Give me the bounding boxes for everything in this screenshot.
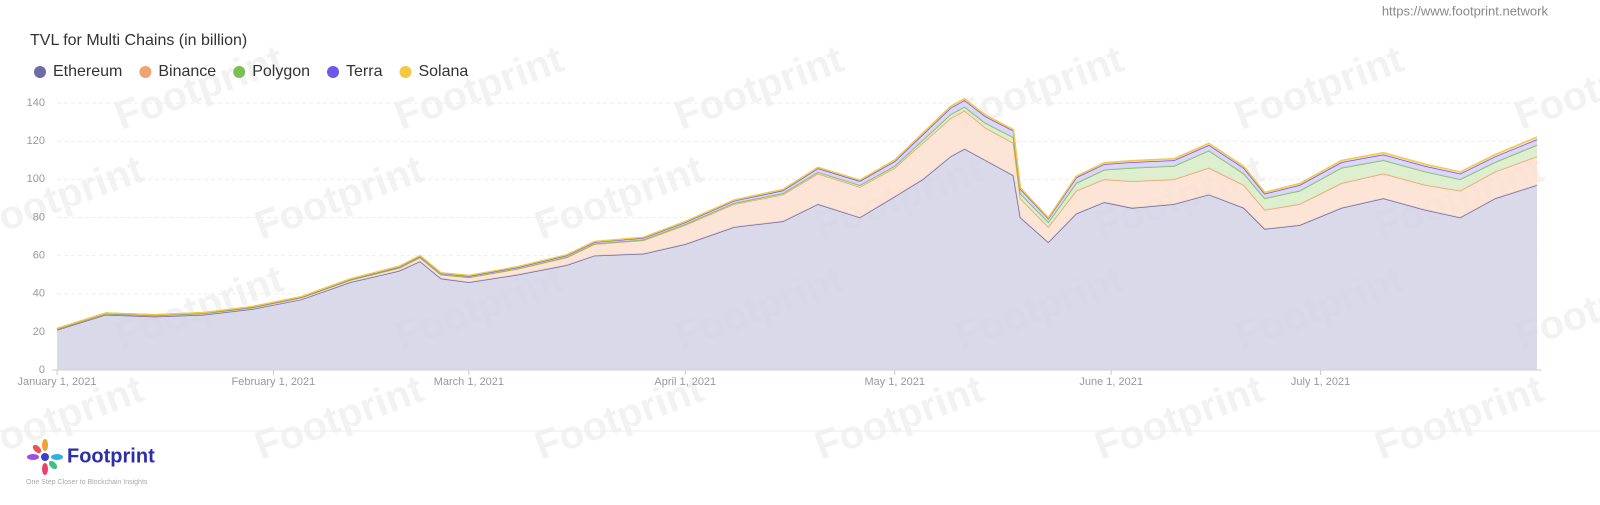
- legend-label: Binance: [158, 63, 216, 80]
- logo-icon: [27, 439, 63, 475]
- legend-label: Solana: [418, 63, 468, 80]
- footer-tagline: One Step Closer to Blockchain Insights: [26, 479, 148, 486]
- area-line: [56, 105, 1538, 330]
- legend-label: Terra: [346, 63, 383, 80]
- watermark: Footprint: [1509, 37, 1600, 138]
- x-tick-label: January 1, 2021: [18, 376, 97, 388]
- watermark: Footprint: [109, 37, 289, 138]
- watermark: Footprint: [389, 37, 569, 138]
- area-fill: [57, 148, 1537, 370]
- x-tick-label: February 1, 2021: [232, 376, 316, 388]
- legend-marker: [399, 66, 412, 78]
- y-tick-label: 20: [33, 326, 45, 338]
- x-tick-label: April 1, 2021: [654, 376, 716, 388]
- x-tick-label: March 1, 2021: [434, 376, 504, 388]
- legend-label: Polygon: [252, 63, 310, 80]
- watermark: Footprint: [669, 37, 849, 138]
- y-tick-label: 0: [39, 364, 45, 376]
- area-line: [56, 97, 1538, 330]
- legend-marker: [139, 66, 152, 78]
- watermark: Footprint: [249, 147, 429, 248]
- source-url: https://www.footprint.network: [1382, 3, 1549, 18]
- legend-marker: [233, 66, 246, 78]
- x-tick-label: May 1, 2021: [864, 376, 925, 388]
- x-tick-label: July 1, 2021: [1291, 376, 1350, 388]
- y-tick-label: 40: [33, 288, 45, 300]
- y-tick-label: 80: [33, 211, 45, 223]
- watermark: Footprint: [1229, 37, 1409, 138]
- y-tick-label: 60: [33, 250, 45, 262]
- chart-title: TVL for Multi Chains (in billion): [30, 32, 247, 49]
- footer-brand: Footprint: [67, 445, 155, 467]
- legend-marker: [34, 66, 46, 78]
- y-tick-label: 140: [27, 97, 45, 109]
- legend-label: Ethereum: [53, 63, 122, 80]
- y-tick-label: 100: [27, 173, 45, 185]
- x-tick-label: June 1, 2021: [1079, 376, 1143, 388]
- watermark: Footprint: [1369, 367, 1549, 468]
- y-tick-label: 120: [27, 135, 45, 147]
- legend-marker: [327, 66, 340, 78]
- watermark: Footprint: [0, 147, 149, 248]
